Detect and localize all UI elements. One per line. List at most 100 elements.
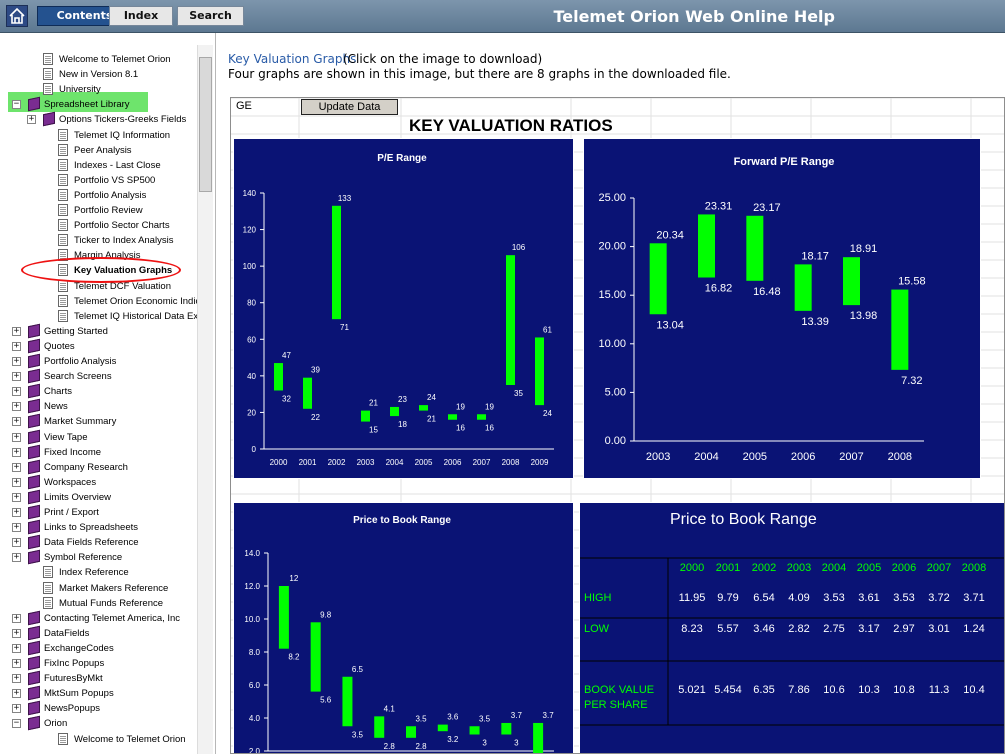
expand-toggle-icon[interactable]: + [12, 507, 21, 517]
key-valuation-graphs-link[interactable]: Key Valuation Graphs [228, 52, 357, 66]
expand-toggle-icon[interactable]: + [12, 612, 21, 623]
x-tick-label: 2005 [743, 451, 767, 463]
page-icon [58, 309, 68, 322]
tree-item[interactable]: + Charts [0, 383, 196, 400]
tree-item[interactable]: + FixInc Popups [0, 655, 196, 672]
tree-item[interactable]: + Portfolio Analysis [0, 353, 196, 370]
expand-toggle-icon[interactable]: + [12, 703, 21, 714]
expand-toggle-icon[interactable]: + [12, 325, 21, 336]
contents-tree: Welcome to Telemet Orion New in Version 8… [0, 33, 216, 754]
expand-toggle-icon[interactable]: + [12, 461, 21, 472]
tree-scrollbar-thumb[interactable] [199, 57, 212, 192]
tree-item[interactable]: + FuturesByMkt [0, 670, 196, 687]
tree-item[interactable]: + View Tape [0, 429, 196, 446]
tree-item[interactable]: + Search Screens [0, 368, 196, 385]
spreadsheet-image[interactable]: GE Update Data KEY VALUATION RATIOS P/E … [230, 97, 1005, 754]
expand-toggle-icon[interactable]: + [12, 476, 21, 487]
tree-item[interactable]: + Market Summary [0, 414, 196, 430]
tree-item[interactable]: Market Makers Reference [0, 581, 196, 597]
expand-toggle-icon[interactable]: + [27, 114, 36, 125]
tree-item[interactable]: + Options Tickers-Greeks Fields [0, 112, 196, 128]
tree-item[interactable]: Telemet Orion Economic Indic [0, 294, 200, 310]
range-bar [310, 622, 321, 692]
tree-item-label: Company Research [44, 461, 128, 473]
tree-item[interactable]: − Orion [0, 716, 196, 732]
expand-toggle-icon[interactable]: + [12, 356, 21, 366]
expand-toggle-icon[interactable]: + [12, 371, 21, 382]
x-tick-label: 2004 [694, 451, 718, 463]
y-tick-label: 12.0 [244, 582, 260, 591]
tree-item[interactable]: Ticker to Index Analysis [0, 234, 196, 249]
expand-toggle-icon[interactable]: + [12, 627, 21, 638]
expand-toggle-icon[interactable]: + [12, 431, 21, 442]
high-label: 21 [369, 399, 378, 408]
tree-item[interactable]: + MktSum Popups [0, 685, 196, 702]
page-icon [58, 188, 68, 201]
book-icon [43, 112, 55, 127]
expand-toggle-icon[interactable]: + [12, 537, 21, 548]
tree-item[interactable]: + Limits Overview [0, 489, 196, 506]
tree-item[interactable]: + DataFields [0, 625, 196, 642]
update-data-button[interactable]: Update Data [301, 99, 398, 115]
expand-toggle-icon[interactable]: + [12, 673, 21, 684]
expand-toggle-icon[interactable]: + [12, 658, 21, 668]
expand-toggle-icon[interactable]: + [12, 642, 21, 653]
tree-item[interactable]: Peer Analysis [0, 143, 196, 159]
page-icon [58, 204, 68, 216]
tree-scrollbar[interactable] [197, 45, 213, 754]
tree-item[interactable]: Indexes - Last Close [0, 158, 196, 174]
tree-item[interactable]: + Company Research [0, 459, 196, 476]
expand-toggle-icon[interactable]: + [12, 688, 21, 699]
expand-toggle-icon[interactable]: − [12, 718, 21, 729]
tree-item[interactable]: + Data Fields Reference [0, 534, 196, 551]
tree-item[interactable]: + Contacting Telemet America, Inc [0, 610, 196, 627]
home-button[interactable] [6, 5, 28, 27]
tree-item[interactable]: Portfolio Analysis [0, 188, 196, 204]
content-pane: Key Valuation Graphs (Click on the image… [217, 33, 1005, 754]
tree-item[interactable]: New in Version 8.1 [0, 68, 196, 83]
tree-item[interactable]: + Links to Spreadsheets [0, 519, 196, 536]
tab-index[interactable]: Index [109, 6, 173, 26]
tree-item[interactable]: University [0, 83, 196, 98]
tree-item[interactable]: + NewsPopups [0, 701, 196, 717]
expand-toggle-icon[interactable]: − [12, 99, 21, 110]
tree-item[interactable]: Telemet IQ Historical Data Exar [0, 309, 207, 325]
tree-item[interactable]: + Fixed Income [0, 444, 196, 461]
y-tick-label: 0 [252, 445, 257, 454]
expand-toggle-icon[interactable]: + [12, 446, 21, 457]
tree-item[interactable]: + Getting Started [0, 323, 196, 340]
tree-item[interactable]: + Workspaces [0, 474, 196, 491]
tree-item[interactable]: Welcome to Telemet Orion [0, 53, 196, 68]
table-cell: 3.53 [893, 592, 914, 604]
tree-item[interactable]: + News [0, 399, 196, 415]
tree-item-label: Portfolio Review [74, 205, 143, 216]
expand-toggle-icon[interactable]: + [12, 491, 21, 502]
forward-pe-range-chart: Forward P/E Range 0.00 5.00 10.00 15.00 20.00… [583, 138, 981, 479]
tree-item-label: DataFields [44, 627, 90, 639]
expand-toggle-icon[interactable]: + [12, 552, 21, 563]
expand-toggle-icon[interactable]: + [12, 522, 21, 533]
tree-item[interactable]: + Symbol Reference [0, 550, 196, 566]
tree-item[interactable]: Portfolio Review [0, 204, 196, 219]
table-row-label: BOOK VALUE [584, 684, 654, 696]
expand-toggle-icon[interactable]: + [12, 401, 21, 412]
tree-item-label: Print / Export [44, 507, 99, 518]
tree-item[interactable]: + ExchangeCodes [0, 640, 196, 657]
tree-item[interactable]: Portfolio Sector Charts [0, 219, 196, 234]
tree-item[interactable]: + Quotes [0, 338, 196, 355]
expand-toggle-icon[interactable]: + [12, 340, 21, 351]
tab-contents[interactable]: Contents [37, 6, 132, 26]
tree-item[interactable]: Portfolio VS SP500 [0, 173, 196, 189]
tree-item[interactable]: − Spreadsheet Library [0, 97, 196, 113]
expand-toggle-icon[interactable]: + [12, 416, 21, 427]
price-to-book-chart: Price to Book Range 2.0 4.0 6.0 8.0 10.0 12.0 1… [233, 502, 574, 753]
tree-item[interactable]: Index Reference [0, 566, 196, 581]
high-label: 19 [485, 402, 494, 411]
table-cell: 10.4 [963, 684, 984, 696]
tree-item[interactable]: Welcome to Telemet Orion [0, 732, 196, 748]
tab-search[interactable]: Search [177, 6, 244, 26]
tree-item[interactable]: Telemet IQ Information [0, 128, 196, 144]
tree-item[interactable]: Mutual Funds Reference [0, 596, 196, 612]
expand-toggle-icon[interactable]: + [12, 386, 21, 397]
tree-item[interactable]: + Print / Export [0, 504, 196, 521]
